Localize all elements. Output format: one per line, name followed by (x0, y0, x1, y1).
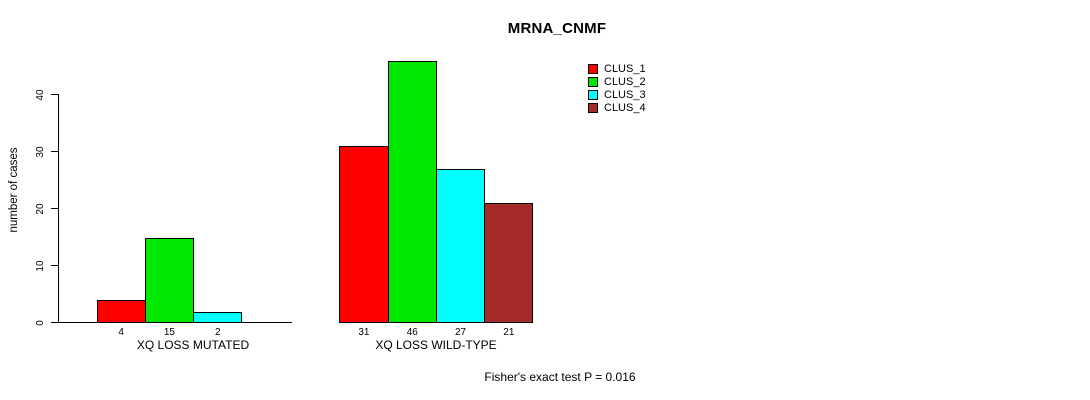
legend-swatch-CLUS_3 (588, 90, 598, 100)
legend-swatch-CLUS_2 (588, 77, 598, 87)
bar-value-label: 15 (163, 327, 175, 338)
y-axis-tick (51, 322, 59, 323)
y-axis-tick (51, 265, 59, 266)
legend-swatch-CLUS_4 (588, 103, 598, 113)
y-axis-title: number of cases (8, 147, 20, 233)
category-label-xq-loss-mutated: XQ LOSS MUTATED (136, 338, 250, 352)
y-axis-tick (51, 94, 59, 95)
legend-item: CLUS_4 (588, 101, 646, 114)
bar-CLUS_4 (484, 203, 534, 323)
y-axis-tick-label: 10 (35, 259, 46, 272)
legend-item: CLUS_1 (588, 62, 646, 75)
bar-CLUS_1 (339, 146, 389, 323)
bar-CLUS_2 (144, 237, 195, 323)
y-axis-tick (51, 151, 59, 152)
bar-value-label: 2 (214, 327, 221, 338)
bar-value-label: 27 (454, 327, 467, 338)
legend-item: CLUS_2 (588, 75, 646, 88)
legend: CLUS_1 CLUS_2 CLUS_3 CLUS_4 (588, 62, 646, 114)
category-label-xq-loss-wild-type: XQ LOSS WILD-TYPE (375, 338, 497, 352)
fisher-test-annotation: Fisher's exact test P = 0.016 (484, 370, 636, 384)
y-axis-tick-label: 40 (35, 88, 46, 101)
legend-label: CLUS_2 (604, 75, 646, 88)
y-axis-tick-label: 20 (35, 202, 46, 215)
bar-value-label: 31 (358, 327, 370, 338)
legend-item: CLUS_3 (588, 88, 646, 101)
chart-title: MRNA_CNMF (507, 20, 607, 37)
y-axis-tick-label: 30 (35, 145, 46, 158)
bar-CLUS_2 (387, 60, 437, 323)
bar-CLUS_3 (193, 311, 243, 323)
legend-label: CLUS_3 (604, 88, 646, 101)
bar-value-label: 21 (503, 327, 515, 338)
bar-CLUS_1 (96, 300, 146, 323)
bar-CLUS_3 (435, 169, 486, 323)
bar-value-label: 46 (406, 327, 418, 338)
bar-value-label: 4 (118, 327, 124, 338)
y-axis-tick (51, 208, 59, 209)
legend-swatch-CLUS_1 (588, 64, 598, 74)
legend-label: CLUS_1 (604, 62, 646, 75)
legend-label: CLUS_4 (604, 101, 646, 114)
